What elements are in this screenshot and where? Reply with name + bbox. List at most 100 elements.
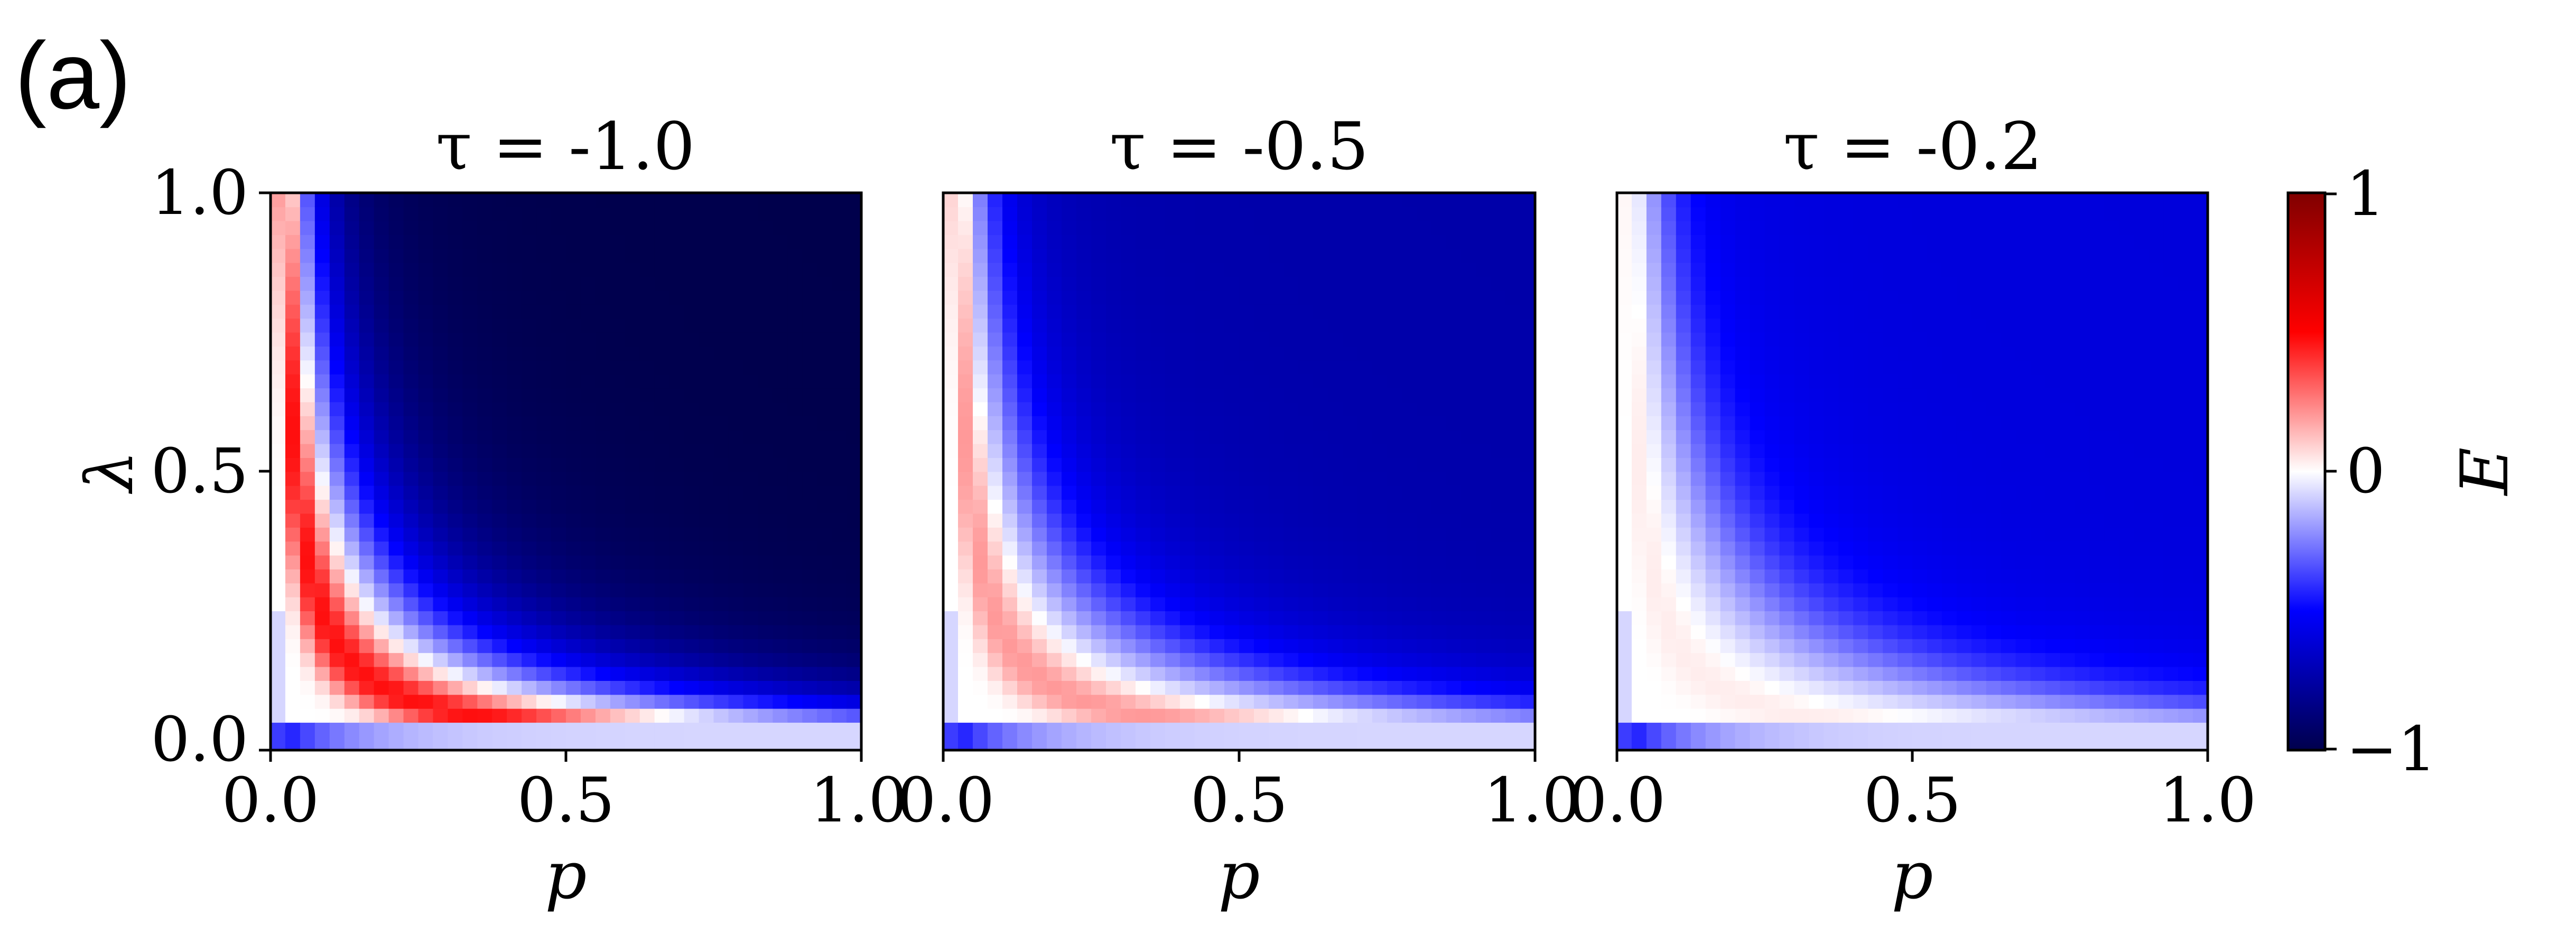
heatmap-cell	[1720, 694, 1736, 709]
heatmap-cell	[1676, 318, 1691, 333]
heatmap-cell	[1328, 373, 1343, 389]
heatmap-cell	[507, 443, 522, 458]
heatmap-cell	[1646, 235, 1662, 249]
heatmap-cell	[2178, 471, 2193, 486]
heatmap-cell	[418, 736, 434, 751]
heatmap-cell	[1764, 513, 1780, 528]
heatmap-cell	[1705, 401, 1721, 416]
heatmap-cell	[1735, 248, 1751, 263]
heatmap-cell	[1898, 639, 1913, 653]
heatmap-cell	[1646, 485, 1662, 500]
heatmap-cell	[1239, 262, 1254, 277]
heatmap-cell	[1047, 429, 1062, 444]
heatmap-cell	[743, 388, 759, 403]
heatmap-cell	[595, 401, 611, 416]
heatmap-cell	[536, 652, 552, 667]
heatmap-cell	[684, 429, 700, 444]
heatmap-cell	[1927, 457, 1942, 472]
heatmap-cell	[2045, 652, 2061, 667]
heatmap-cell	[713, 248, 729, 263]
heatmap-cell	[1032, 666, 1047, 681]
heatmap-cell	[1210, 624, 1225, 639]
heatmap-cell	[958, 652, 973, 667]
heatmap-cell	[639, 276, 655, 291]
heatmap-cell	[1941, 652, 1957, 667]
heatmap-cell	[388, 722, 404, 737]
heatmap-cell	[1661, 332, 1677, 347]
heatmap-cell	[1091, 276, 1106, 291]
heatmap-cell	[344, 443, 360, 458]
heatmap-cell	[285, 373, 301, 389]
heatmap-cell	[1091, 346, 1106, 361]
heatmap-cell	[1224, 639, 1240, 653]
heatmap-cell	[1705, 527, 1721, 542]
heatmap-cell	[1091, 193, 1106, 208]
heatmap-cell	[1898, 694, 1913, 709]
heatmap-cell	[1838, 652, 1854, 667]
heatmap-cell	[374, 471, 389, 486]
heatmap-cell	[418, 290, 434, 305]
heatmap-cell	[684, 666, 700, 681]
heatmap-cell	[1735, 207, 1751, 221]
heatmap-cell	[847, 346, 862, 361]
heatmap-cell	[403, 471, 419, 486]
heatmap-cell	[433, 736, 449, 751]
heatmap-cell	[1195, 596, 1210, 612]
heatmap-cell	[1735, 318, 1751, 333]
heatmap-cell	[1343, 373, 1358, 389]
heatmap-cell	[1956, 596, 1972, 612]
heatmap-cell	[566, 569, 581, 584]
heatmap-cell	[374, 569, 389, 584]
heatmap-cell	[566, 694, 581, 709]
heatmap-cell	[1491, 694, 1506, 709]
heatmap-cell	[1062, 248, 1077, 263]
heatmap-cell	[625, 318, 640, 333]
heatmap-cell	[639, 680, 655, 695]
heatmap-cell	[728, 332, 744, 347]
heatmap-cell	[1284, 457, 1299, 472]
heatmap-cell	[625, 416, 640, 431]
heatmap-cell	[958, 596, 973, 612]
heatmap-cell	[314, 555, 330, 569]
heatmap-cell	[2030, 652, 2046, 667]
heatmap-cell	[1720, 346, 1736, 361]
heatmap-cell	[1690, 457, 1706, 472]
heatmap-cell	[1431, 220, 1447, 235]
heatmap-cell	[1853, 527, 1868, 542]
heatmap-cell	[300, 290, 315, 305]
heatmap-cell	[1491, 290, 1506, 305]
heatmap-cell	[1491, 541, 1506, 556]
heatmap-cell	[448, 207, 463, 221]
heatmap-cell	[2089, 722, 2105, 737]
heatmap-cell	[314, 499, 330, 514]
heatmap-cell	[802, 624, 817, 639]
heatmap-cell	[610, 722, 626, 737]
heatmap-cell	[1091, 527, 1106, 542]
heatmap-cell	[1328, 541, 1343, 556]
heatmap-cell	[1617, 443, 1632, 458]
heatmap-cell	[1047, 235, 1062, 249]
heatmap-cell	[713, 416, 729, 431]
heatmap-cell	[1617, 290, 1632, 305]
heatmap-cell	[580, 652, 596, 667]
heatmap-cell	[1343, 722, 1358, 737]
heatmap-cell	[300, 694, 315, 709]
heatmap-cell	[522, 401, 537, 416]
heatmap-cell	[1032, 722, 1047, 737]
heatmap-cell	[1927, 248, 1942, 263]
heatmap-cell	[1254, 429, 1269, 444]
heatmap-cell	[973, 639, 988, 653]
heatmap-cell	[507, 290, 522, 305]
heatmap-cell	[1505, 471, 1521, 486]
heatmap-cell	[1165, 401, 1180, 416]
heatmap-cell	[1986, 388, 2002, 403]
heatmap-cell	[2193, 373, 2208, 389]
heatmap-cell	[2060, 235, 2076, 249]
heatmap-cell	[2089, 694, 2105, 709]
heatmap-cell	[1794, 262, 1810, 277]
heatmap-cell	[743, 569, 759, 584]
heatmap-cell	[1971, 694, 1987, 709]
heatmap-cell	[2001, 318, 2016, 333]
heatmap-cell	[595, 262, 611, 277]
heatmap-cell	[1520, 596, 1536, 612]
